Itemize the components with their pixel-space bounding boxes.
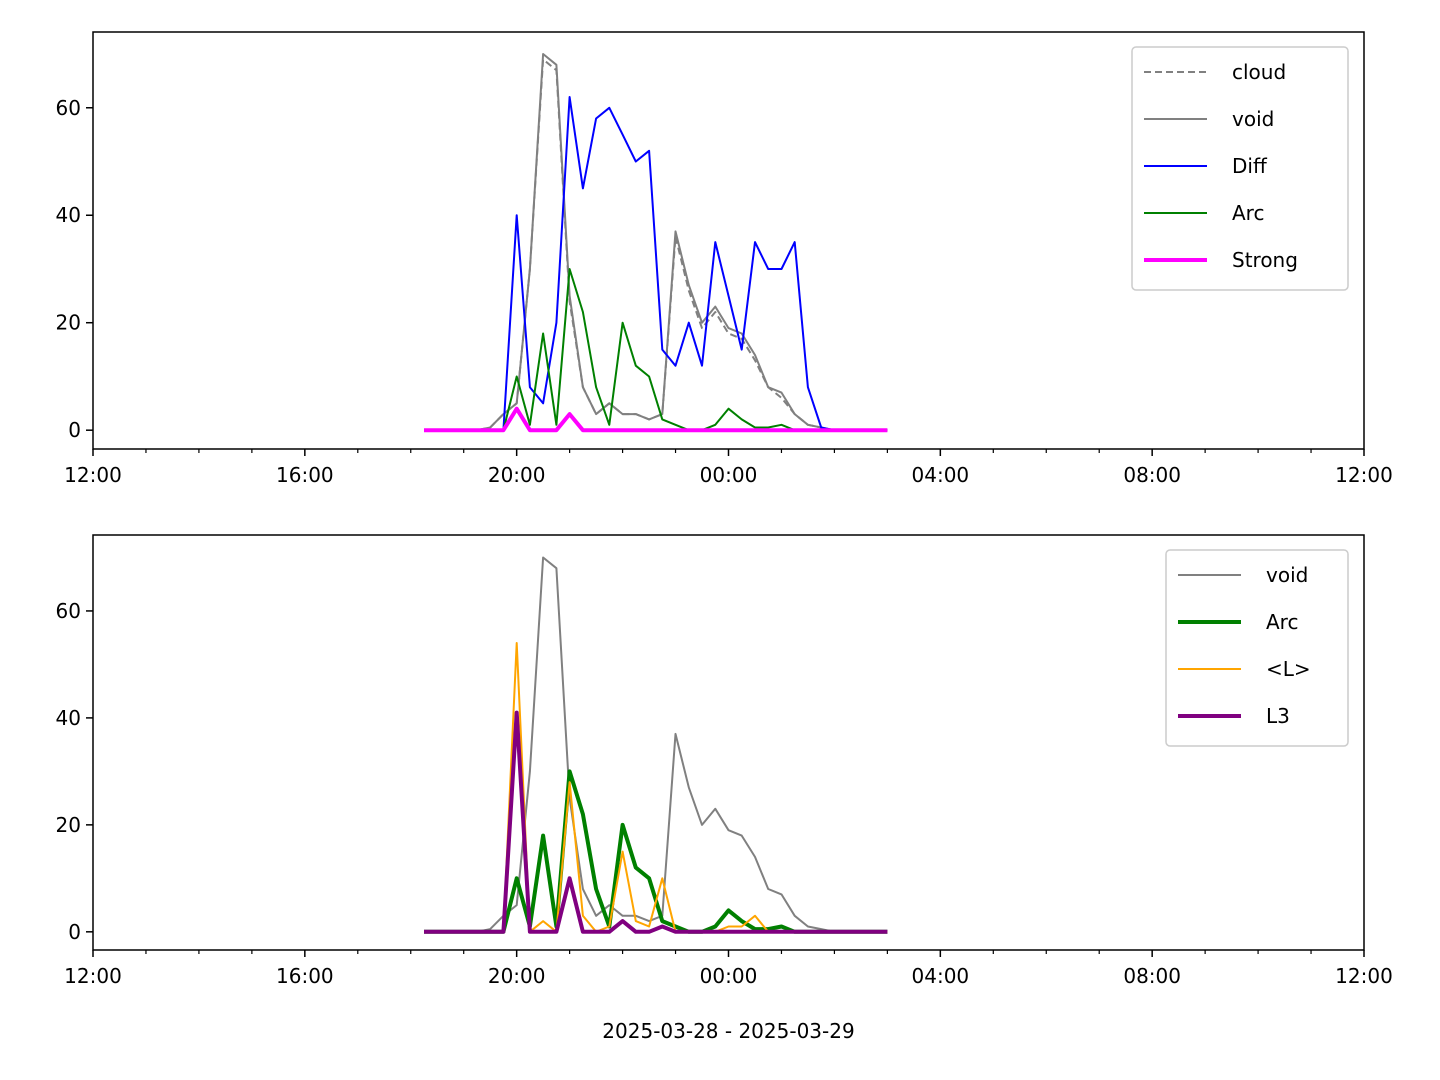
x-tick-label: 12:00 bbox=[1335, 463, 1393, 487]
x-tick-label: 16:00 bbox=[276, 463, 334, 487]
y-tick-label: 60 bbox=[56, 599, 81, 623]
y-tick-label: 0 bbox=[68, 418, 81, 442]
legend-label: cloud bbox=[1232, 60, 1286, 84]
series-line bbox=[424, 268, 888, 432]
x-tick-label: 12:00 bbox=[1335, 964, 1393, 988]
y-tick-label: 40 bbox=[56, 706, 81, 730]
subplot: 0 20 40 60 12:00 16:00 20:00 00:00 04:00 08:00 12:… bbox=[56, 31, 1393, 487]
x-tick-label: 00:00 bbox=[700, 463, 758, 487]
x-tick-label: 20:00 bbox=[488, 463, 546, 487]
y-tick-label: 40 bbox=[56, 203, 81, 227]
series-line bbox=[424, 556, 888, 933]
series-line bbox=[424, 769, 888, 934]
legend-box bbox=[1131, 46, 1349, 291]
y-tick-label: 20 bbox=[56, 813, 81, 837]
legend-label: L3 bbox=[1266, 704, 1290, 728]
x-tick-label: 04:00 bbox=[912, 964, 970, 988]
x-tick-label: 08:00 bbox=[1123, 463, 1181, 487]
legend-label: <L> bbox=[1266, 657, 1311, 681]
legend-label: Arc bbox=[1266, 610, 1298, 634]
y-tick-label: 60 bbox=[56, 96, 81, 120]
legend-label: Arc bbox=[1232, 201, 1264, 225]
x-axis-label: 2025-03-28 - 2025-03-29 bbox=[602, 1019, 854, 1043]
legend-label: Diff bbox=[1232, 154, 1268, 178]
x-tick-label: 04:00 bbox=[912, 463, 970, 487]
series-line bbox=[424, 642, 888, 933]
x-tick-label: 12:00 bbox=[64, 964, 122, 988]
y-tick-label: 20 bbox=[56, 311, 81, 335]
legend-label: void bbox=[1232, 107, 1274, 131]
subplot: 0 20 40 60 12:00 16:00 20:00 00:00 04:00 08:00 12:… bbox=[56, 534, 1393, 1043]
series-line bbox=[424, 710, 888, 934]
x-tick-label: 00:00 bbox=[700, 964, 758, 988]
legend-label: void bbox=[1266, 563, 1308, 587]
legend-label: Strong bbox=[1232, 248, 1298, 272]
series-line bbox=[424, 96, 888, 432]
x-tick-label: 16:00 bbox=[276, 964, 334, 988]
x-tick-label: 08:00 bbox=[1123, 964, 1181, 988]
y-tick-label: 0 bbox=[68, 920, 81, 944]
legend-box bbox=[1165, 549, 1349, 747]
x-tick-label: 20:00 bbox=[488, 964, 546, 988]
series-line bbox=[424, 406, 888, 433]
series-line bbox=[424, 53, 888, 432]
x-tick-label: 12:00 bbox=[64, 463, 122, 487]
